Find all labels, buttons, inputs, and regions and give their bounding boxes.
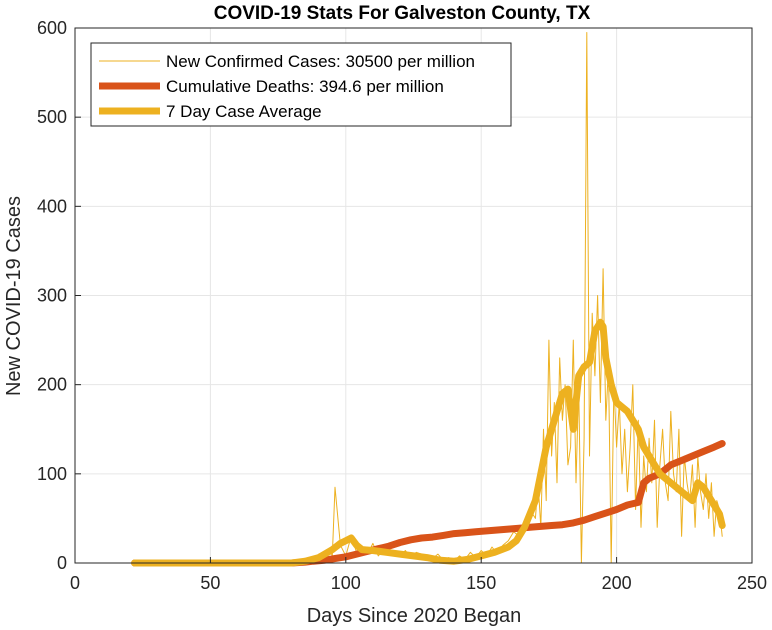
y-axis-label: New COVID-19 Cases	[3, 196, 25, 396]
plot-area	[131, 32, 726, 567]
y-tick-label: 0	[57, 553, 67, 573]
y-tick-label: 200	[37, 375, 67, 395]
legend: New Confirmed Cases: 30500 per million Cu…	[90, 42, 512, 127]
y-tick-label: 400	[37, 196, 67, 216]
x-axis: 0 50 100 150 200 250	[70, 557, 767, 593]
x-tick-label: 0	[70, 573, 80, 593]
chart-title: COVID-19 Stats For Galveston County, TX	[214, 3, 591, 24]
cumulative-deaths-series-line	[131, 440, 726, 567]
y-tick-label: 600	[37, 18, 67, 38]
y-axis: 0 100 200 300 400 500 600	[37, 18, 81, 573]
legend-cumulative-deaths-label: Cumulative Deaths: 394.6 per million	[166, 77, 444, 96]
x-tick-label: 50	[200, 573, 220, 593]
case-average-series-line	[131, 318, 726, 567]
x-tick-label: 200	[602, 573, 632, 593]
x-axis-label: Days Since 2020 Began	[307, 605, 522, 627]
x-tick-label: 150	[466, 573, 496, 593]
y-tick-label: 100	[37, 464, 67, 484]
y-tick-label: 500	[37, 107, 67, 127]
y-tick-label: 300	[37, 286, 67, 306]
legend-box	[90, 42, 512, 127]
legend-case-average-label: 7 Day Case Average	[166, 102, 322, 121]
legend-new-cases-label: New Confirmed Cases: 30500 per million	[166, 52, 475, 71]
x-tick-label: 250	[737, 573, 767, 593]
x-tick-label: 100	[331, 573, 361, 593]
